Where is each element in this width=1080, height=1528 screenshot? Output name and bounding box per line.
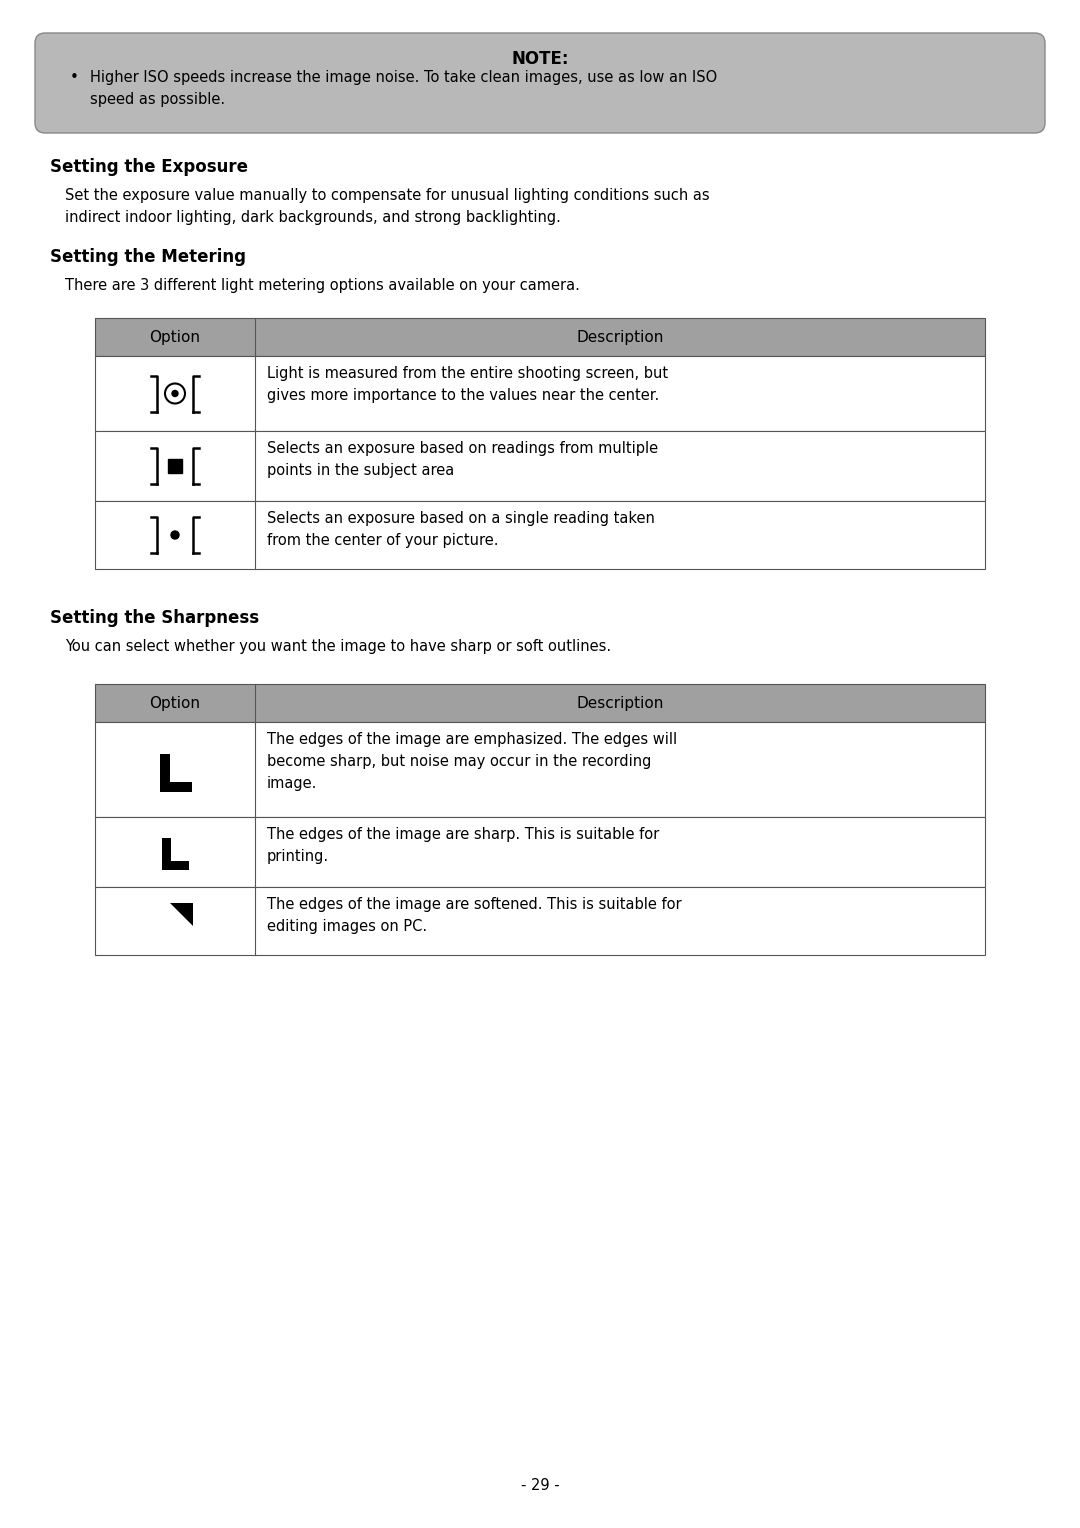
- Text: Option: Option: [149, 330, 201, 344]
- Text: Description: Description: [577, 695, 664, 711]
- Text: You can select whether you want the image to have sharp or soft outlines.: You can select whether you want the imag…: [65, 639, 611, 654]
- Text: The edges of the image are softened. This is suitable for
editing images on PC.: The edges of the image are softened. Thi…: [267, 897, 681, 934]
- Bar: [160, 753, 170, 792]
- Bar: [162, 837, 171, 869]
- Bar: [95, 817, 985, 886]
- Bar: [160, 781, 192, 792]
- Text: - 29 -: - 29 -: [521, 1478, 559, 1493]
- Text: Higher ISO speeds increase the image noise. To take clean images, use as low an : Higher ISO speeds increase the image noi…: [90, 70, 717, 107]
- Text: Description: Description: [577, 330, 664, 344]
- Bar: [162, 860, 189, 869]
- Bar: [95, 886, 985, 955]
- Text: Selects an exposure based on a single reading taken
from the center of your pict: Selects an exposure based on a single re…: [267, 510, 654, 549]
- Bar: [95, 723, 985, 817]
- Circle shape: [172, 391, 178, 396]
- Bar: [95, 685, 985, 723]
- Text: Setting the Exposure: Setting the Exposure: [50, 157, 248, 176]
- Bar: [95, 318, 985, 356]
- FancyBboxPatch shape: [35, 34, 1045, 133]
- Text: Selects an exposure based on readings from multiple
points in the subject area: Selects an exposure based on readings fr…: [267, 442, 658, 478]
- Text: There are 3 different light metering options available on your camera.: There are 3 different light metering opt…: [65, 278, 580, 293]
- Text: Light is measured from the entire shooting screen, but
gives more importance to : Light is measured from the entire shooti…: [267, 367, 669, 403]
- Text: Setting the Sharpness: Setting the Sharpness: [50, 610, 259, 626]
- Bar: [95, 501, 985, 568]
- Polygon shape: [170, 903, 193, 926]
- Circle shape: [171, 532, 179, 539]
- Bar: [95, 431, 985, 501]
- Text: •: •: [70, 70, 79, 86]
- Text: Setting the Metering: Setting the Metering: [50, 248, 246, 266]
- Text: The edges of the image are sharp. This is suitable for
printing.: The edges of the image are sharp. This i…: [267, 827, 659, 865]
- Text: Option: Option: [149, 695, 201, 711]
- Bar: [95, 356, 985, 431]
- Text: NOTE:: NOTE:: [511, 50, 569, 69]
- Text: The edges of the image are emphasized. The edges will
become sharp, but noise ma: The edges of the image are emphasized. T…: [267, 732, 677, 792]
- Text: Set the exposure value manually to compensate for unusual lighting conditions su: Set the exposure value manually to compe…: [65, 188, 710, 225]
- Bar: [168, 458, 183, 474]
